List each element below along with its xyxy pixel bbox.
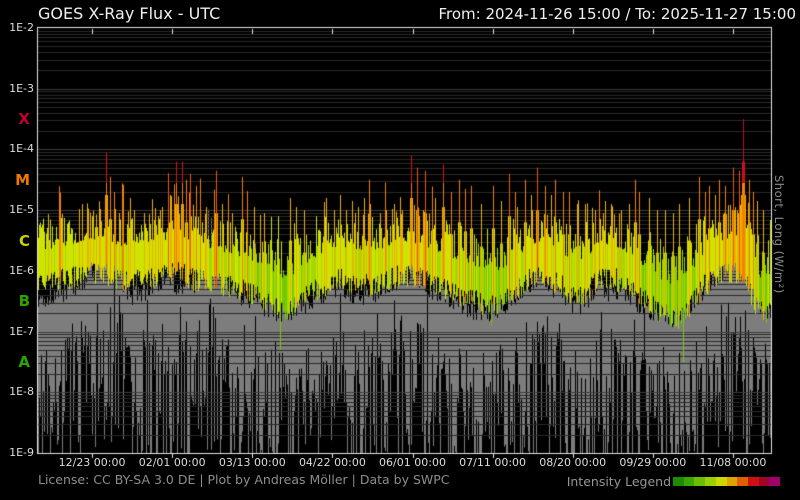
- intensity-legend-label: Intensity Legend: [566, 474, 671, 489]
- x-tick-label: 02/01 00:00: [138, 456, 206, 469]
- legend-color-swatch: [683, 477, 695, 486]
- right-axis-label: Short, Long (W/m²): [772, 175, 786, 294]
- y-tick-label: 1E-6: [9, 263, 34, 277]
- legend-color-swatch: [758, 477, 770, 486]
- time-range-label: From: 2024-11-26 15:00 / To: 2025-11-27 …: [438, 5, 796, 23]
- intensity-legend-gradient: [673, 477, 781, 486]
- legend-color-swatch: [737, 477, 748, 486]
- y-tick-label: 1E-2: [9, 21, 34, 34]
- x-tick-label: 03/13 00:00: [218, 456, 286, 469]
- x-tick-label: 07/11 00:00: [459, 456, 527, 469]
- y-tick-label: 1E-5: [9, 203, 34, 217]
- license-text: License: CC BY-SA 3.0 DE | Plot by Andre…: [38, 472, 450, 487]
- x-tick-label: 04/22 00:00: [298, 456, 366, 469]
- flux-class-letter: X: [18, 110, 30, 129]
- y-tick-label: 1E-7: [9, 324, 34, 338]
- legend-color-swatch: [694, 477, 706, 486]
- flux-class-letter: A: [18, 352, 30, 371]
- legend-color-swatch: [673, 477, 684, 486]
- legend-color-swatch: [726, 477, 738, 486]
- legend-color-swatch: [715, 477, 727, 486]
- x-tick-label: 09/29 00:00: [619, 456, 687, 469]
- x-tick-label: 08/20 00:00: [539, 456, 607, 469]
- legend-color-swatch: [747, 477, 759, 486]
- flux-class-letter: B: [18, 292, 30, 311]
- y-tick-label: 1E-4: [9, 142, 34, 156]
- y-tick-label: 1E-9: [9, 446, 34, 459]
- x-tick-label: 11/08 00:00: [699, 456, 767, 469]
- flux-class-letter: M: [15, 170, 30, 189]
- chart-title: GOES X-Ray Flux - UTC: [38, 4, 221, 23]
- y-tick-label: 1E-8: [9, 385, 34, 399]
- legend-color-swatch: [769, 477, 781, 486]
- x-tick-label: 12/23 00:00: [58, 456, 126, 469]
- flux-class-letter: C: [18, 231, 30, 250]
- y-tick-label: 1E-3: [9, 81, 34, 95]
- legend-color-swatch: [705, 477, 716, 486]
- x-tick-label: 06/01 00:00: [379, 456, 446, 469]
